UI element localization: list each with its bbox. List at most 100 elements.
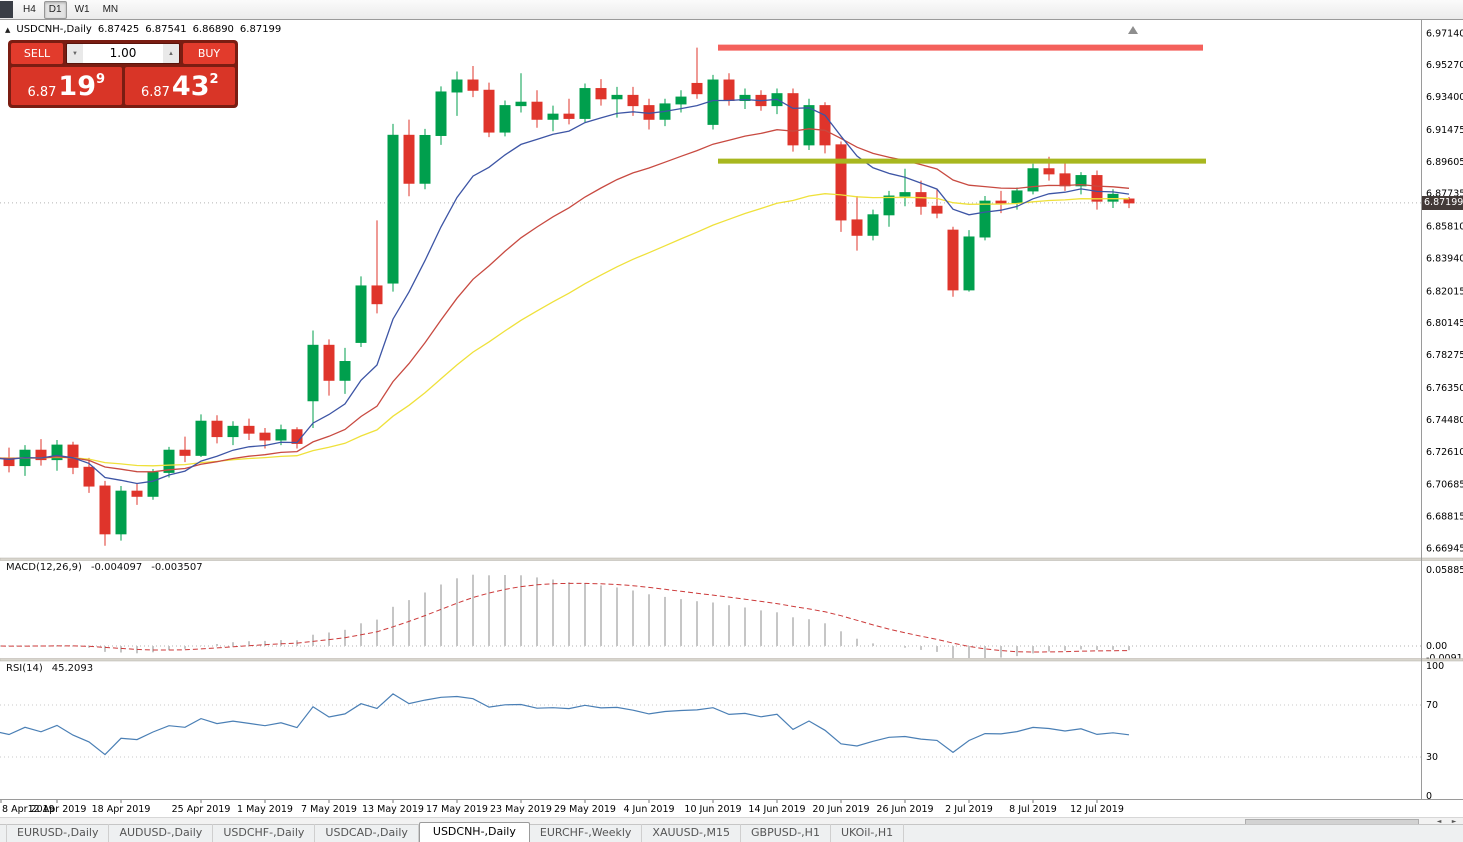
candle-body bbox=[915, 192, 927, 207]
chart-tab-usdcaddaily[interactable]: USDCAD-,Daily bbox=[315, 824, 419, 842]
candle-body bbox=[163, 449, 175, 473]
candle-body bbox=[851, 219, 863, 236]
date-axis-label: 8 Apr 2019 bbox=[2, 804, 55, 815]
candle-body bbox=[531, 101, 543, 120]
ohlc-low-value: 6.86890 bbox=[192, 24, 234, 35]
candle-body bbox=[627, 94, 639, 107]
candle-body bbox=[179, 449, 191, 456]
ohlc-open-value: 6.87425 bbox=[97, 24, 140, 35]
timeframe-button-w1[interactable]: W1 bbox=[70, 1, 95, 19]
chart-tab-usdchfdaily[interactable]: USDCHF-,Daily bbox=[213, 824, 316, 842]
scroll-right-arrow-icon[interactable]: ► bbox=[1451, 818, 1457, 825]
candle-body bbox=[515, 101, 527, 107]
volume-input[interactable]: 1.00 bbox=[109, 46, 137, 60]
price-axis-label: 6.66945 bbox=[1426, 543, 1463, 554]
buy-price-point: 2 bbox=[209, 71, 219, 87]
date-axis-label: 13 May 2019 bbox=[362, 804, 424, 815]
buy-price-pips: 43 bbox=[171, 70, 210, 102]
date-axis-label: 23 May 2019 bbox=[490, 804, 552, 815]
date-axis-label: 26 Jun 2019 bbox=[876, 804, 933, 815]
chart-tab-xauusdm15[interactable]: XAUUSD-,M15 bbox=[642, 824, 741, 842]
candle-body bbox=[995, 200, 1007, 204]
candle-body bbox=[35, 449, 47, 461]
candle-body bbox=[371, 285, 383, 305]
candle-body bbox=[419, 134, 431, 184]
price-axis-label: 6.91475 bbox=[1426, 125, 1463, 136]
candle-body bbox=[883, 195, 895, 216]
macd-signal-line bbox=[0, 582, 1130, 653]
candle-body bbox=[723, 79, 735, 102]
one-click-collapse-icon[interactable]: ▲ bbox=[5, 25, 11, 34]
candle-body bbox=[579, 88, 591, 119]
candle-body bbox=[611, 94, 623, 100]
sell-price-point: 9 bbox=[95, 71, 106, 87]
volume-control: ▼ 1.00 ▲ bbox=[66, 43, 180, 64]
candle-body bbox=[259, 432, 271, 441]
macd-axis-label: 0.00 bbox=[1426, 641, 1447, 652]
candle-body bbox=[211, 420, 223, 438]
chart-window-icon bbox=[0, 1, 13, 18]
candle-body bbox=[691, 82, 703, 95]
scroll-left-arrow-icon[interactable]: ◄ bbox=[1436, 818, 1442, 825]
price-axis-label: 6.74480 bbox=[1426, 415, 1463, 426]
candle-body bbox=[899, 192, 911, 197]
chart-tab-eurchfweekly[interactable]: EURCHF-,Weekly bbox=[530, 824, 643, 842]
macd-rsi-splitter[interactable] bbox=[0, 658, 1463, 662]
candle-body bbox=[275, 429, 287, 441]
rsi-axis-label: 30 bbox=[1426, 752, 1438, 763]
chart-tab-ukoilh1[interactable]: UKOil-,H1 bbox=[831, 824, 905, 842]
sell-price-display[interactable]: 6.87 19 9 bbox=[11, 67, 122, 105]
date-axis-label: 17 May 2019 bbox=[426, 804, 488, 815]
periodicity-toolbar: H4 D1 W1 MN bbox=[0, 0, 1463, 19]
date-axis-label: 12 Apr 2019 bbox=[28, 804, 87, 815]
candle-body bbox=[1123, 198, 1135, 204]
volume-decrease-button[interactable]: ▼ bbox=[67, 44, 83, 63]
candle-body bbox=[563, 113, 575, 119]
price-axis-label: 6.70685 bbox=[1426, 480, 1463, 491]
date-axis-label: 7 May 2019 bbox=[301, 804, 357, 815]
candle-body bbox=[435, 91, 447, 136]
candle-body bbox=[323, 344, 335, 381]
chart-tab-eurusddaily[interactable]: EURUSD-,Daily bbox=[6, 824, 110, 842]
timeframe-button-d1[interactable]: D1 bbox=[43, 0, 67, 19]
rsi-value: 45.2093 bbox=[51, 663, 94, 674]
rsi-axis-label: 100 bbox=[1426, 661, 1444, 672]
chart-tab-gbpusdh1[interactable]: GBPUSD-,H1 bbox=[741, 824, 831, 842]
candle-body bbox=[595, 88, 607, 100]
candle-body bbox=[867, 214, 879, 236]
main-macd-splitter[interactable] bbox=[0, 557, 1463, 561]
sell-button[interactable]: SELL bbox=[11, 43, 63, 64]
price-axis-label: 6.78275 bbox=[1426, 350, 1463, 361]
price-axis-label: 6.80145 bbox=[1426, 318, 1463, 329]
buy-button[interactable]: BUY bbox=[183, 43, 235, 64]
chart-shift-marker-icon[interactable] bbox=[1128, 26, 1138, 34]
buy-price-display[interactable]: 6.87 43 2 bbox=[124, 67, 235, 105]
price-axis-label: 6.97140 bbox=[1426, 28, 1463, 39]
candle-body bbox=[739, 94, 751, 102]
timeframe-button-h4[interactable]: H4 bbox=[18, 1, 41, 19]
date-axis-label: 25 Apr 2019 bbox=[172, 804, 231, 815]
timeframe-button-mn[interactable]: MN bbox=[98, 1, 124, 19]
price-axis-label: 6.93400 bbox=[1426, 92, 1463, 103]
price-axis-label: 6.72610 bbox=[1426, 447, 1463, 458]
candle-body bbox=[403, 134, 415, 184]
ohlc-close-value: 6.87199 bbox=[239, 24, 282, 35]
volume-increase-button[interactable]: ▲ bbox=[163, 44, 179, 63]
current-price-badge: 6.87199 bbox=[1422, 195, 1463, 210]
candle-body bbox=[803, 105, 815, 146]
candle-body bbox=[1059, 173, 1071, 187]
date-axis-label: 1 May 2019 bbox=[237, 804, 293, 815]
chart-tab-usdcnhdaily[interactable]: USDCNH-,Daily bbox=[418, 822, 530, 842]
candle-body bbox=[1027, 168, 1039, 192]
date-axis-label: 10 Jun 2019 bbox=[684, 804, 741, 815]
chart-tab-audusddaily[interactable]: AUDUSD-,Daily bbox=[109, 824, 214, 842]
rsi-indicator-label: RSI(14) 45.2093 bbox=[6, 663, 93, 674]
price-axis-label: 6.85810 bbox=[1426, 222, 1463, 233]
candle-body bbox=[115, 490, 127, 535]
macd-signal-value: -0.003507 bbox=[151, 562, 203, 573]
candle-body bbox=[963, 236, 975, 291]
ma-slow-line bbox=[0, 193, 1130, 467]
candle-body bbox=[291, 429, 303, 444]
rsi-line bbox=[0, 693, 1130, 756]
